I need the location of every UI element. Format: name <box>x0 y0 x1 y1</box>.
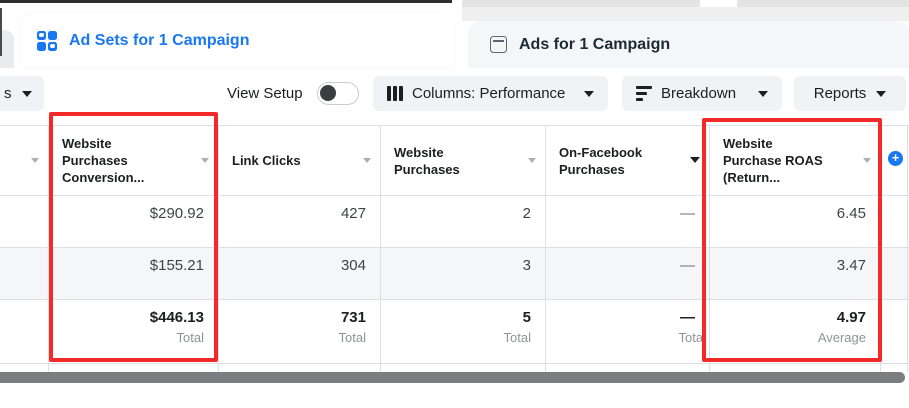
cell-website-purchases: 3 <box>522 257 531 274</box>
grid-line <box>0 247 909 248</box>
summary-value: 731 <box>340 309 366 326</box>
column-header-label: On-Facebook Purchases <box>559 144 643 177</box>
grid-line <box>545 125 546 372</box>
summary-website-purchases-conversion: $446.13 Total <box>48 299 218 363</box>
grid-square <box>37 30 46 40</box>
grid-line <box>0 363 909 364</box>
table-row[interactable]: $290.92 427 2 — 6.45 <box>0 195 909 247</box>
view-setup-toggle[interactable] <box>317 82 359 105</box>
cell-website-purchases-conversion: $155.21 <box>149 257 204 274</box>
sort-caret-icon[interactable] <box>201 157 209 163</box>
left-tab-stub <box>0 30 14 68</box>
summary-link-clicks: 731 Total <box>218 299 380 363</box>
breakdown-button[interactable]: Breakdown <box>622 76 782 111</box>
grid-line <box>48 125 49 372</box>
truncated-dropdown-button[interactable]: s <box>0 76 44 111</box>
columns-performance-button[interactable]: Columns: Performance <box>373 76 608 111</box>
cell-link-clicks: 304 <box>340 257 366 274</box>
chevron-down-icon <box>21 90 32 97</box>
tab-ad-sets[interactable]: Ad Sets for 1 Campaign <box>20 13 455 68</box>
reports-button[interactable]: Reports <box>794 76 906 111</box>
summary-label: Total <box>338 330 366 345</box>
left-edge-artifact <box>0 8 2 56</box>
grid-line <box>0 125 909 126</box>
summary-on-facebook-purchases: — Total <box>545 299 709 363</box>
cell-website-purchases-conversion: $290.92 <box>149 205 204 222</box>
add-column-button[interactable]: + <box>888 151 903 166</box>
column-header-label: Website Purchases <box>394 144 460 177</box>
grid-line <box>0 195 909 196</box>
toggle-knob <box>320 85 336 101</box>
grid-line <box>907 125 908 372</box>
chevron-down-icon <box>584 90 594 97</box>
column-header-website-purchases-conversion[interactable]: Website Purchases Conversion... <box>48 126 218 195</box>
column-header-partial[interactable] <box>0 126 48 195</box>
sort-caret-icon[interactable] <box>863 157 871 163</box>
ad-sets-grid-icon <box>37 30 57 51</box>
top-strip-artifact <box>462 0 700 7</box>
grid-line <box>0 299 909 300</box>
tab-ads[interactable]: Ads for 1 Campaign <box>468 21 909 68</box>
grid-square <box>48 30 57 40</box>
summary-label: Average <box>817 330 866 345</box>
summary-website-purchases: 5 Total <box>380 299 545 363</box>
cell-roas: 6.45 <box>836 205 866 222</box>
reports-button-label: Reports <box>813 85 867 102</box>
sort-caret-icon[interactable] <box>528 157 536 163</box>
tab-ads-label: Ads for 1 Campaign <box>519 35 671 53</box>
cell-on-facebook-purchases: — <box>680 205 695 222</box>
column-header-label: Website Purchase ROAS (Return... <box>723 136 823 185</box>
summary-label: Total <box>678 330 706 345</box>
cell-website-purchases: 2 <box>522 205 531 222</box>
grid-line <box>709 125 710 372</box>
grid-line <box>380 125 381 372</box>
column-header-label: Link Clicks <box>232 153 301 168</box>
column-header-website-purchase-roas[interactable]: Website Purchase ROAS (Return... <box>709 126 880 195</box>
grid-square <box>37 41 46 51</box>
summary-value: — <box>680 309 695 326</box>
summary-label: Total <box>176 330 204 345</box>
tab-ad-sets-label: Ad Sets for 1 Campaign <box>69 31 250 49</box>
cell-roas: 3.47 <box>836 257 866 274</box>
column-header-label: Website Purchases Conversion... <box>62 136 145 185</box>
columns-icon <box>387 86 403 101</box>
table-row[interactable]: $155.21 304 3 — 3.47 <box>0 247 909 299</box>
summary-label: Total <box>503 330 531 345</box>
ads-window-icon <box>490 36 507 53</box>
summary-value: 4.97 <box>836 309 866 326</box>
view-setup-label: View Setup <box>227 85 303 102</box>
summary-value: $446.13 <box>149 309 204 326</box>
chevron-down-icon <box>758 90 768 97</box>
top-edge-artifact <box>0 0 452 3</box>
column-header-link-clicks[interactable]: Link Clicks <box>218 126 380 195</box>
summary-value: 5 <box>522 309 531 326</box>
grid-square <box>48 41 57 51</box>
sort-caret-icon-active[interactable] <box>690 157 700 163</box>
sort-caret-icon[interactable] <box>31 157 39 163</box>
top-strip-artifact <box>462 7 909 21</box>
summary-row: $446.13 Total 731 Total 5 Total — Total … <box>0 299 909 363</box>
breakdown-icon <box>636 85 652 102</box>
cell-link-clicks: 427 <box>340 205 366 222</box>
grid-line <box>218 125 219 372</box>
summary-roas: 4.97 Average <box>709 299 880 363</box>
sort-caret-icon[interactable] <box>363 157 371 163</box>
column-header-website-purchases[interactable]: Website Purchases <box>380 126 545 195</box>
top-strip-artifact <box>737 0 909 7</box>
alt-row-background <box>0 247 909 299</box>
cell-on-facebook-purchases: — <box>680 257 695 274</box>
chevron-down-icon <box>876 90 887 97</box>
breakdown-button-label: Breakdown <box>661 85 737 102</box>
truncated-dropdown-label: s <box>4 85 12 102</box>
columns-button-label: Columns: Performance <box>412 85 566 102</box>
horizontal-scrollbar-thumb[interactable] <box>0 372 905 383</box>
column-header-on-facebook-purchases[interactable]: On-Facebook Purchases <box>545 126 709 195</box>
